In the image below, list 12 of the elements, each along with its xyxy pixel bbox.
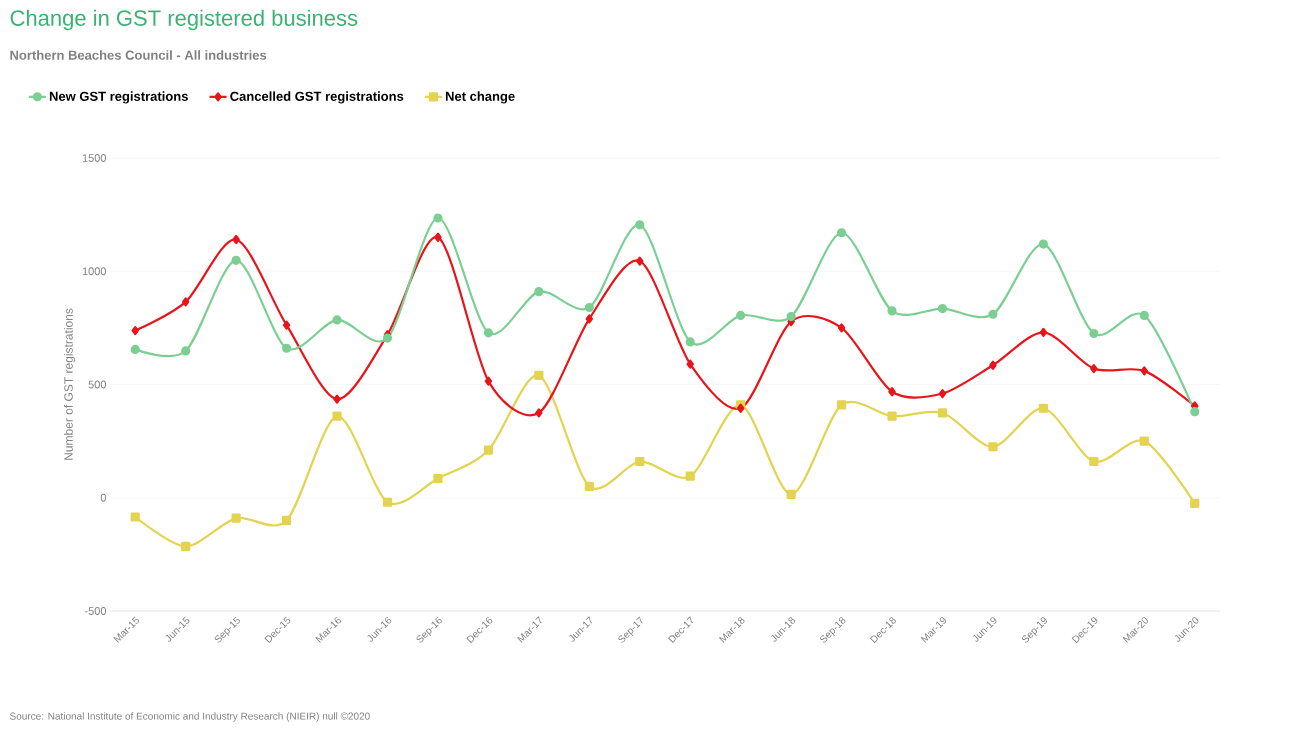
y-axis-title: Number of GST registrations <box>63 308 76 460</box>
y-tick-label: -500 <box>84 607 107 615</box>
source-note: Source: National Institute of Economic and Industry Research (NIEIR) null ©2020 <box>10 712 370 722</box>
y-tick-label: 1000 <box>82 267 107 276</box>
chart-subtitle: Northern Beaches Council - All industries <box>10 50 267 60</box>
legend-label: New GST registrations <box>49 91 188 104</box>
legend-label: Cancelled GST registrations <box>230 91 404 104</box>
y-tick-label: 0 <box>100 493 107 502</box>
legend-label: Net change <box>445 91 515 104</box>
y-tick-label: 500 <box>88 380 107 389</box>
chart-title: Change in GST registered business <box>10 9 358 31</box>
y-tick-label: 1500 <box>82 154 107 162</box>
